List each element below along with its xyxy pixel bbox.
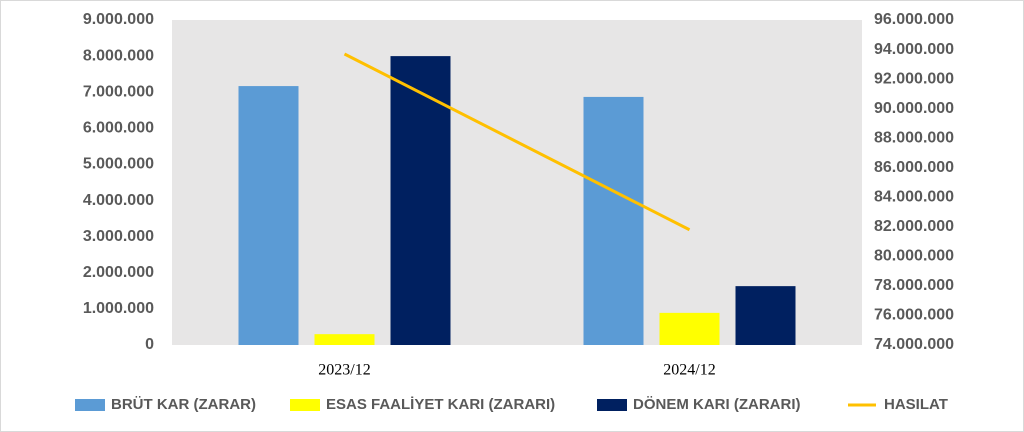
bar — [583, 96, 644, 346]
legend-label: ESAS FAALİYET KARI (ZARARI) — [326, 396, 555, 413]
x-tick-label: 2024/12 — [663, 362, 715, 379]
y2-tick-label: 78.000.000 — [874, 277, 954, 294]
y-tick-label: 8.000.000 — [83, 47, 154, 64]
x-tick-label: 2023/12 — [318, 362, 370, 379]
bar — [659, 312, 720, 345]
bar — [314, 334, 375, 345]
y-tick-label: 9.000.000 — [83, 11, 154, 28]
y2-tick-label: 82.000.000 — [874, 218, 954, 235]
y2-tick-label: 74.000.000 — [874, 336, 954, 353]
bar — [390, 56, 451, 345]
y-tick-label: 5.000.000 — [83, 156, 154, 173]
y-tick-label: 6.000.000 — [83, 120, 154, 137]
legend-swatch — [597, 399, 627, 411]
legend-label: DÖNEM KARI (ZARARI) — [633, 396, 800, 413]
y2-tick-label: 84.000.000 — [874, 188, 954, 205]
y-tick-label: 3.000.000 — [83, 228, 154, 245]
y-tick-label: 4.000.000 — [83, 192, 154, 209]
bar — [238, 86, 299, 345]
y2-tick-label: 80.000.000 — [874, 248, 954, 265]
bar — [735, 286, 796, 345]
y2-tick-label: 90.000.000 — [874, 100, 954, 117]
y2-tick-label: 94.000.000 — [874, 41, 954, 58]
legend-label: HASILAT — [884, 396, 948, 413]
y2-tick-label: 86.000.000 — [874, 159, 954, 176]
y2-tick-label: 88.000.000 — [874, 129, 954, 146]
y-tick-label: 7.000.000 — [83, 83, 154, 100]
y-tick-label: 1.000.000 — [83, 300, 154, 317]
y2-tick-label: 96.000.000 — [874, 11, 954, 28]
y2-tick-label: 76.000.000 — [874, 307, 954, 324]
line — [343, 52, 691, 232]
y2-tick-label: 92.000.000 — [874, 70, 954, 87]
legend-swatch — [75, 399, 105, 411]
legend-label: BRÜT KAR (ZARAR) — [111, 396, 256, 413]
y-tick-label: 0 — [145, 336, 154, 353]
y-tick-label: 2.000.000 — [83, 264, 154, 281]
legend-swatch — [290, 399, 320, 411]
